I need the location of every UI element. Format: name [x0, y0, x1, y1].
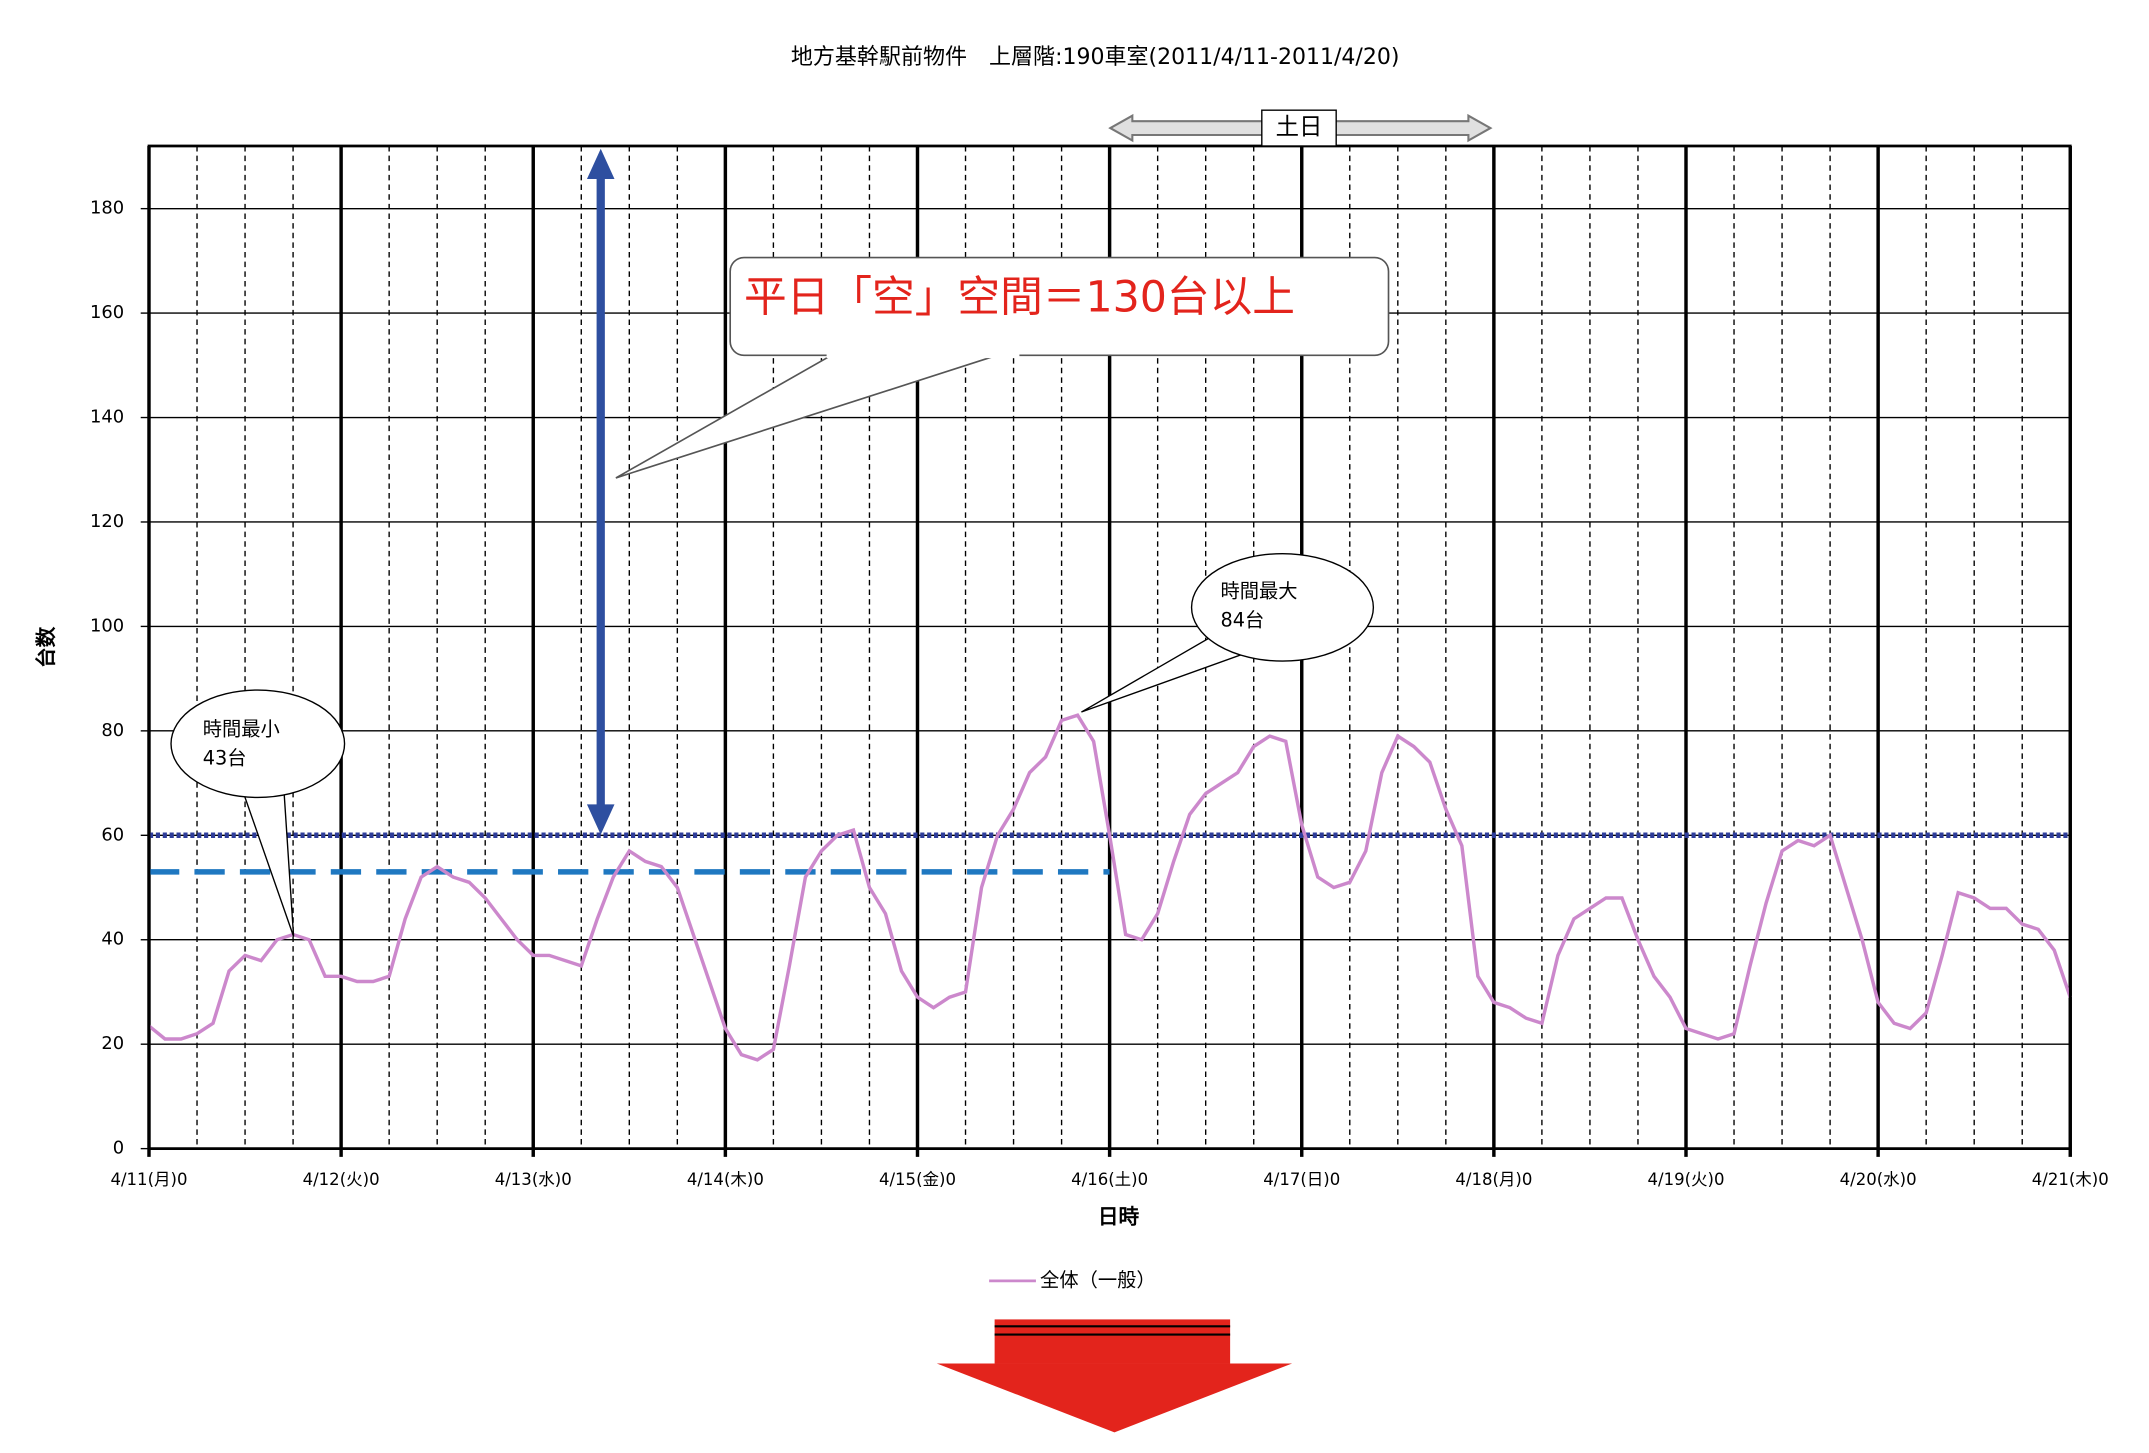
weekend-label: 土日 — [1276, 113, 1323, 141]
arrow-head — [936, 1363, 1293, 1433]
min-note-line: 43台 — [203, 746, 247, 769]
x-tick-label: 4/12(火)0 — [303, 1170, 380, 1189]
y-tick-label: 160 — [90, 302, 124, 323]
y-tick-label: 140 — [90, 407, 124, 428]
y-tick-label: 80 — [101, 720, 124, 741]
x-tick-label: 4/21(木)0 — [2032, 1170, 2109, 1189]
space-arrow-head — [586, 148, 615, 180]
x-tick-label: 4/19(火)0 — [1647, 1170, 1724, 1189]
y-tick-label: 100 — [90, 615, 124, 636]
x-tick-label: 4/16(土)0 — [1071, 1170, 1148, 1189]
x-tick-label: 4/14(木)0 — [687, 1170, 764, 1189]
series-line — [147, 713, 2072, 1062]
max-note-line: 時間最大 — [1220, 580, 1297, 603]
max-note-line: 84台 — [1220, 609, 1264, 632]
down-arrow — [936, 1319, 1293, 1433]
x-tick-label: 4/15(金)0 — [879, 1170, 956, 1189]
y-tick-label: 20 — [101, 1033, 124, 1054]
min-note-line: 時間最小 — [203, 717, 280, 740]
min-callout — [170, 689, 346, 799]
plot-border — [147, 144, 2072, 1151]
max-callout — [1190, 552, 1375, 662]
x-tick-label: 4/17(日)0 — [1263, 1170, 1340, 1189]
space-arrow-head — [586, 804, 615, 835]
y-axis-label: 台数 — [34, 626, 58, 668]
y-tick-label: 60 — [101, 824, 124, 845]
y-tick-label: 180 — [90, 198, 124, 219]
y-tick-label: 0 — [113, 1138, 124, 1159]
x-axis-label: 日時 — [1098, 1204, 1140, 1228]
x-tick-label: 4/20(水)0 — [1840, 1170, 1917, 1189]
y-tick-label: 40 — [101, 929, 124, 950]
x-tick-label: 4/11(月)0 — [110, 1170, 187, 1189]
x-tick-label: 4/18(月)0 — [1455, 1170, 1532, 1189]
callout-join — [826, 347, 1020, 359]
x-tick-label: 4/13(水)0 — [495, 1170, 572, 1189]
y-tick-label: 120 — [90, 511, 124, 532]
legend-label: 全体（一般） — [1040, 1268, 1156, 1291]
headline-callout — [729, 256, 1390, 357]
chart-title: 地方基幹駅前物件 上層階:190車室(2011/4/11-2011/4/20) — [791, 45, 1400, 70]
headline-text: 平日「空」空間＝130台以上 — [744, 273, 1295, 323]
weekend-label-box — [1261, 109, 1337, 147]
